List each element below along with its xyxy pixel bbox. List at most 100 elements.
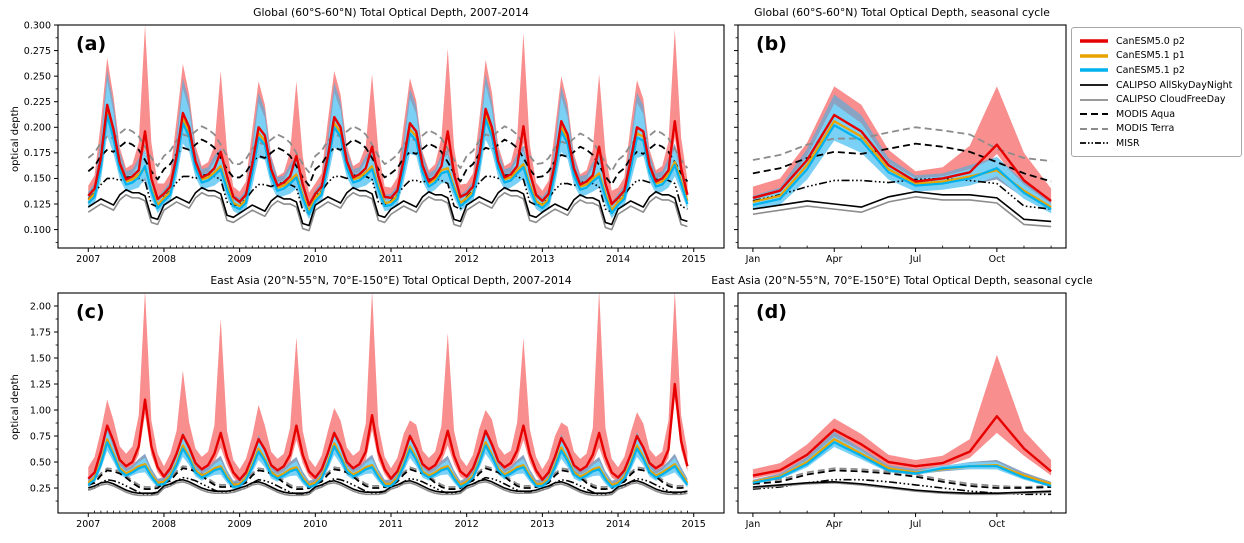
panel-c-series-canesm5-1-p2 [87,441,689,489]
panel-c-xtick-label: 2015 [682,519,706,530]
panel-c-xtick-label: 2010 [303,519,327,530]
panel-d-series-calipso-cloudfreeday [752,482,1052,496]
panel-b-spine [737,24,1067,249]
panel-c-xtick-label: 2008 [152,519,176,530]
legend-box: CanESM5.0 p2 CanESM5.1 p1 CanESM5.1 p2 CALI… [1071,27,1242,157]
panel-a-ytick-label: 0.100 [24,225,51,236]
legend-line-sample [1080,127,1108,130]
panel-a-xtick-label: 2012 [455,254,479,265]
panel-a-series-canesm5-1-p2 [87,113,689,216]
panel-a-xtick-label: 2015 [682,254,706,265]
panel-c-ytick-label: 1.25 [30,379,51,390]
panel-b-plot [752,86,1052,228]
panel-d-band-2 [752,436,1052,488]
legend-line-sample [1080,68,1108,73]
legend-item-calipso-allskydaynight: CALIPSO AllSkyDayNight [1079,78,1235,93]
panel-c-ytick-label: 0.50 [30,457,51,468]
legend-item-modis-terra: MODIS Terra [1079,122,1235,137]
panel-c-xtick-label: 2011 [379,519,403,530]
panel-c-series-canesm5-1-p1 [87,438,689,487]
panel-d-series-canesm5-1-p2 [752,441,1052,488]
panel-c-ytick-label: 0.25 [30,483,51,494]
panel-b-series-misr [752,177,1052,210]
panel-a-xtick-label: 2010 [303,254,327,265]
panel-a-xtick-label: 2009 [228,254,252,265]
panel-d-xtick-label: Jan [745,519,761,530]
panel-c-series-calipso-cloudfreeday [88,480,688,497]
legend-item-label: CanESM5.1 p2 [1116,64,1185,76]
legend-item-label: MODIS Aqua [1116,108,1176,120]
panel-d-band-0 [752,354,1052,479]
legend-line-sample [1080,84,1108,86]
panel-a-xtick-label: 2008 [152,254,176,265]
panel-a-band-2 [88,80,688,220]
panel-d-letter: (d) [756,301,787,323]
panel-d-series-canesm5-1-p1 [752,438,1052,485]
panel-a-series-canesm5-0-p2 [87,103,689,207]
panel-a-ytick-label: 0.175 [24,148,51,159]
panel-a-ytick-label: 0.275 [24,46,51,57]
panel-c-title: East Asia (20°N-55°N, 70°E-150°E) Total … [210,274,572,287]
legend-item-canesm5-1-p1: CanESM5.1 p1 [1079,49,1235,64]
panel-d-xtick-label: Jul [909,519,921,530]
legend-line-sample [1080,113,1108,116]
panel-c-ytick-label: 1.75 [30,327,51,338]
panel-c-series-misr [88,476,688,496]
legend-line-sample [1080,54,1108,58]
panel-a-ytick-label: 0.250 [24,71,51,82]
legend-item-label: MISR [1116,137,1140,149]
panel-a-ytick-label: 0.200 [24,123,51,134]
panel-c-ytick-label: 1.50 [30,353,51,364]
legend-item-label: CALIPSO AllSkyDayNight [1116,79,1233,91]
legend-item-misr: MISR [1079,136,1235,151]
panel-c-xtick-label: 2012 [455,519,479,530]
panel-b-xtick-label: Oct [989,254,1006,265]
panel-c-xtick-label: 2007 [76,519,100,530]
legend-item-label: CanESM5.1 p1 [1116,50,1185,62]
panel-d-series-canesm5-0-p2 [752,415,1052,477]
panel-d-xtick-label: Oct [989,519,1006,530]
panel-d-series-modis-aqua [752,469,1052,489]
panel-c-plot [87,293,689,497]
panel-a-ytick-label: 0.150 [24,174,51,185]
panel-c-letter: (c) [76,301,105,323]
panel-c-ytick-label: 2.00 [30,301,51,312]
panel-b-series-canesm5-1-p2 [752,124,1052,211]
panel-a-ytick-label: 0.125 [24,199,51,210]
legend-item-canesm5-0-p2: CanESM5.0 p2 [1079,34,1235,49]
panel-c-xtick-label: 2014 [606,519,630,530]
legend-item-label: MODIS Terra [1116,123,1175,135]
panel-a-series-calipso-cloudfreeday [87,191,688,232]
panel-a-letter: (a) [76,33,107,55]
panel-a-series-modis-aqua [87,138,689,187]
panel-c-ytick-label: 1.00 [30,405,51,416]
legend-item-calipso-cloudfreeday: CALIPSO CloudFreeDay [1079,92,1235,107]
panel-b-letter: (b) [756,33,787,55]
panel-b-title: Global (60°S-60°N) Total Optical Depth, … [754,6,1050,19]
panel-b-series-canesm5-0-p2 [752,113,1052,202]
panel-a-ytick-label: 0.300 [24,20,51,31]
legend-item-label: CanESM5.0 p2 [1116,35,1185,47]
legend-item-label: CALIPSO CloudFreeDay [1116,94,1226,106]
panel-a-xtick-label: 2014 [606,254,630,265]
panel-d-series-modis-terra [752,467,1052,488]
panel-a-xtick-label: 2007 [76,254,100,265]
panel-d-title: East Asia (20°N-55°N, 70°E-150°E) Total … [711,274,1093,287]
panel-b-series-calipso-cloudfreeday [752,196,1052,228]
legend-line-sample [1080,39,1108,44]
panel-d-xtick-label: Apr [826,519,843,530]
panel-c-xtick-label: 2009 [228,519,252,530]
panel-b-xtick-label: Jan [745,254,761,265]
panel-c-ylabel: optical depth [10,374,21,440]
panel-a-ylabel: optical depth [10,106,21,172]
panel-c-series-calipso-allskydaynight [88,478,688,495]
panel-a-series-calipso-allskydaynight [87,186,688,227]
panel-a-series-canesm5-1-p1 [87,109,689,213]
panel-c-series-canesm5-0-p2 [87,382,689,481]
panel-c-ytick-label: 0.75 [30,431,51,442]
panel-a-plot [87,25,689,232]
legend-line-sample [1080,98,1108,101]
panel-a-xtick-label: 2013 [530,254,554,265]
legend-item-modis-aqua: MODIS Aqua [1079,107,1235,122]
